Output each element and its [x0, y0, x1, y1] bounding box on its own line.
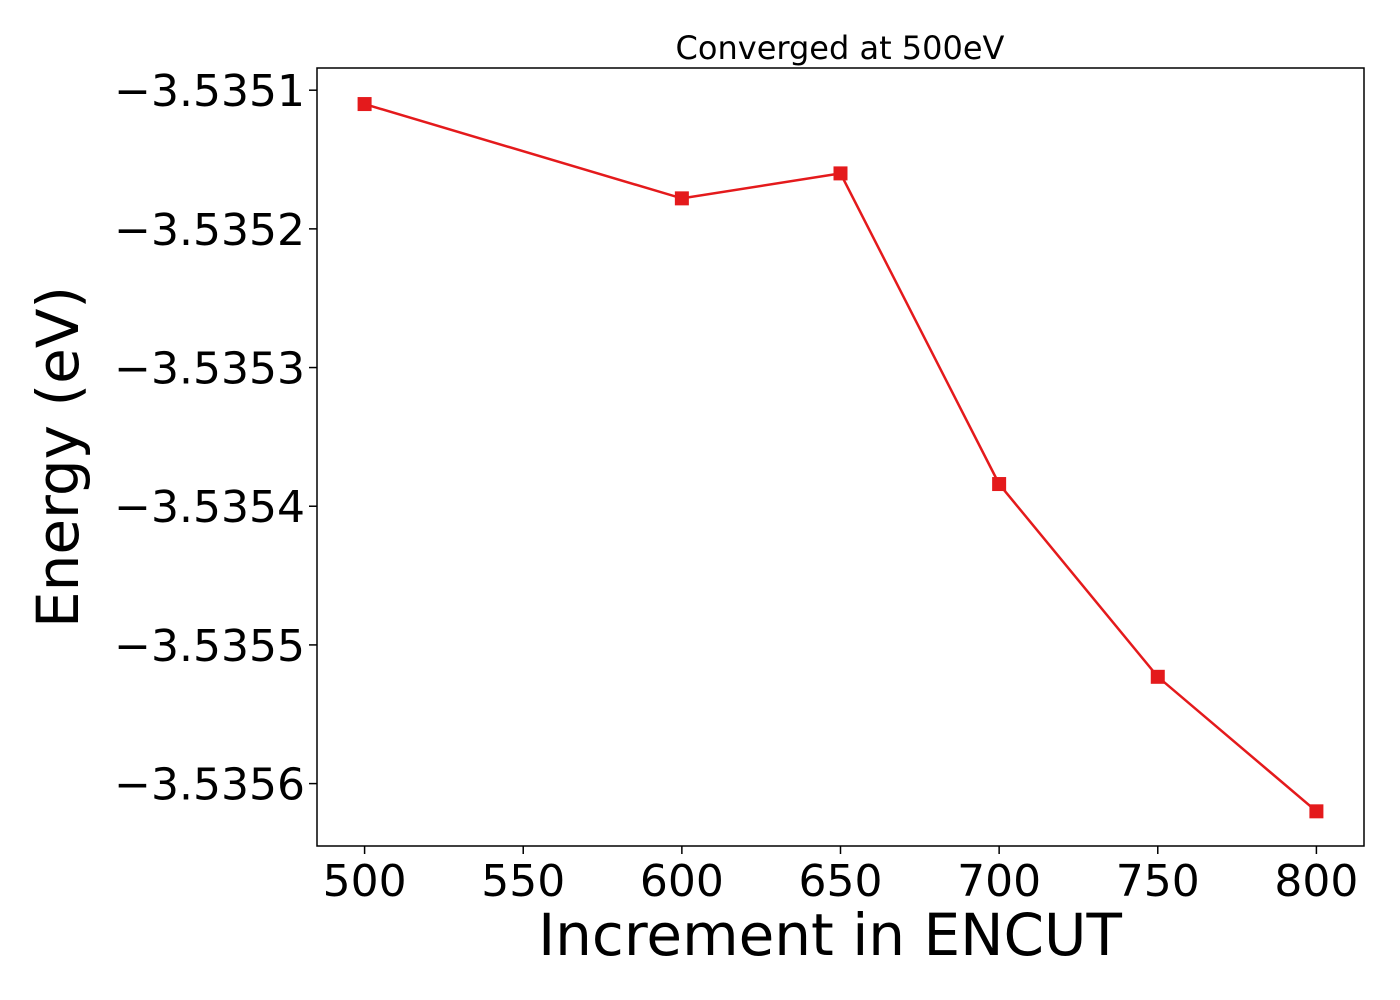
series-layer: [357, 97, 1324, 819]
x-tick-label: 700: [957, 856, 1041, 907]
y-tick-label: −3.5351: [114, 66, 305, 117]
chart-title: Converged at 500eV: [676, 29, 1005, 67]
x-tick-label: 600: [640, 856, 724, 907]
x-tick-label: 650: [799, 856, 883, 907]
y-tick-label: −3.5354: [114, 482, 305, 533]
series-line: [364, 102, 1318, 813]
y-tick-label: −3.5353: [114, 344, 305, 395]
y-axis-ticks: −3.5351 −3.5352 −3.5353 −3.5354 −3.5355 −3.53…: [114, 66, 317, 811]
x-axis-label: Increment in ENCUT: [538, 901, 1122, 969]
y-tick-label: −3.5352: [114, 205, 305, 256]
data-point: [1150, 669, 1165, 684]
data-point: [1309, 804, 1324, 819]
plot-area-frame: [316, 67, 1365, 847]
x-tick-label: 750: [1116, 856, 1200, 907]
x-tick-label: 550: [481, 856, 565, 907]
data-point: [674, 191, 689, 206]
data-point: [833, 166, 848, 181]
x-axis-ticks: 500 550 600 650 700 750 800: [323, 846, 1358, 907]
x-tick-label: 500: [323, 856, 407, 907]
data-point: [992, 477, 1007, 492]
y-axis-label: Energy (eV): [24, 286, 92, 628]
data-point: [357, 97, 372, 112]
x-tick-label: 800: [1274, 856, 1358, 907]
y-tick-label: −3.5356: [114, 760, 305, 811]
y-tick-label: −3.5355: [114, 621, 305, 672]
